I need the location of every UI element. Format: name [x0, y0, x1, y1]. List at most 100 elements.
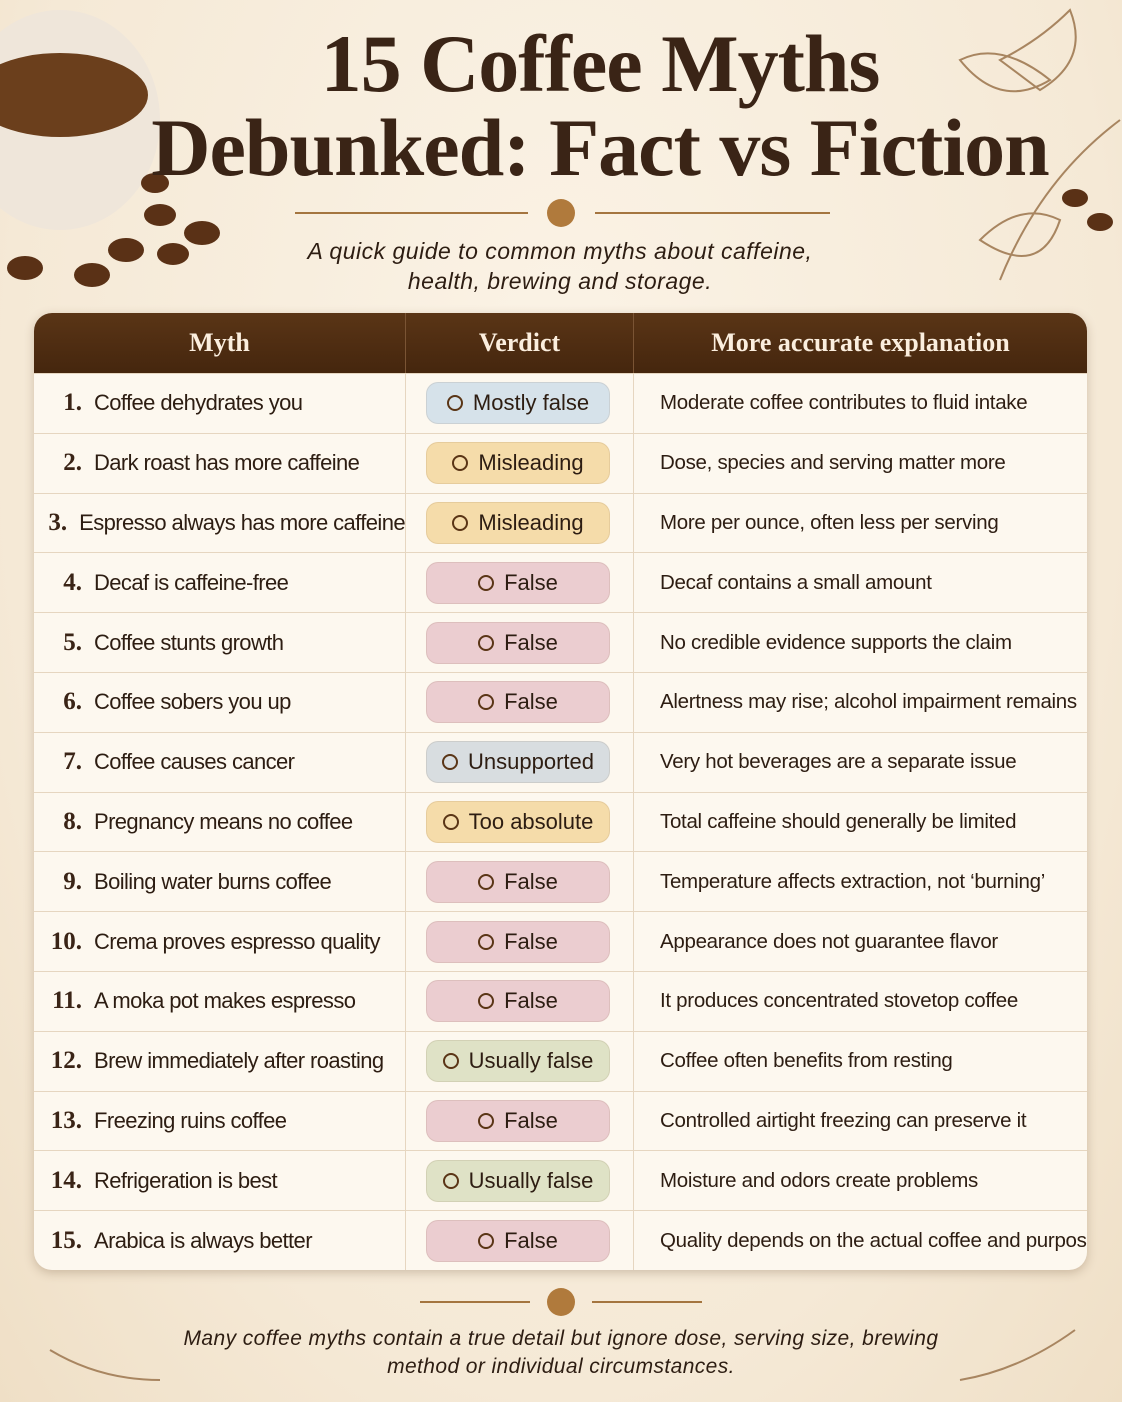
table-row: 7. Coffee causes cancer Unsupported Very ho… — [34, 731, 1087, 792]
verdict-cell: False — [406, 613, 634, 672]
verdict-text: Mostly false — [472, 390, 590, 416]
table-row: 12. Brew immediately after roasting Usuall… — [34, 1030, 1087, 1091]
myth-cell: 9. Boiling water burns coffee — [34, 852, 406, 912]
explanation-text: Temperature affects extraction, not ‘bur… — [660, 869, 1045, 893]
footer-note: Many coffee myths contain a true detail … — [183, 1327, 939, 1378]
myth-cell: 3. Espresso always has more caffeine — [34, 493, 406, 553]
table-row: 15. Arabica is always better False Quality … — [34, 1210, 1087, 1270]
myth-table: Myth Verdict More accurate explanation 1… — [34, 313, 1087, 1270]
explanation-text: Controlled airtight freezing can preserv… — [660, 1108, 1027, 1132]
table-row: 14. Refrigeration is best Usually false Moi… — [34, 1150, 1087, 1211]
myth-text: Espresso always has more caffeine — [79, 509, 405, 535]
explanation-cell: Alertness may rise; alcohol impairment r… — [634, 673, 1087, 732]
verdict-badge: False — [426, 1099, 610, 1142]
explanation-cell: Moderate coffee contributes to fluid int… — [634, 374, 1087, 433]
myth-cell: 5. Coffee stunts growth — [34, 613, 406, 672]
explanation-cell: Decaf contains a small amount — [634, 553, 1087, 612]
table-row: 10. Crema proves espresso quality False App… — [34, 911, 1087, 971]
myth-text: Coffee sobers you up — [94, 689, 291, 715]
table-row: 1. Coffee dehydrates you Mostly false Moder… — [34, 373, 1087, 433]
verdict-badge: Mostly false — [426, 382, 610, 425]
coffee-surface — [0, 53, 148, 137]
verdict-text: False — [504, 689, 558, 715]
verdict-text: Usually false — [468, 1167, 594, 1193]
explanation-text: Appearance does not guarantee flavor — [660, 929, 998, 953]
verdict-icon — [452, 455, 469, 472]
myth-cell: 14. Refrigeration is best — [34, 1151, 406, 1211]
myth-cell: 11. A moka pot makes espresso — [34, 971, 406, 1031]
header-row: Myth Verdict More accurate explanation — [34, 313, 1087, 373]
column-header: More accurate explanation — [711, 328, 1010, 357]
verdict-badge: False — [426, 681, 610, 724]
myth-cell: 15. Arabica is always better — [34, 1211, 406, 1270]
myth-text: Refrigeration is best — [94, 1167, 278, 1193]
table-row: 13. Freezing ruins coffee False Controlled … — [34, 1090, 1087, 1151]
myth-cell: 1. Coffee dehydrates you — [34, 374, 406, 433]
verdict-text: False — [504, 868, 558, 894]
explanation-cell: Controlled airtight freezing can preserv… — [634, 1092, 1087, 1151]
verdict-text: False — [504, 1107, 558, 1133]
verdict-icon — [452, 514, 469, 531]
row-number: 15. — [50, 1226, 82, 1254]
explanation-cell: Moisture and odors create problems — [634, 1151, 1087, 1210]
verdict-text: Misleading — [478, 450, 584, 476]
explanation-cell: Appearance does not guarantee flavor — [634, 912, 1087, 971]
explanation-text: Total caffeine should generally be limit… — [660, 809, 1017, 833]
verdict-text: Misleading — [478, 509, 584, 535]
verdict-cell: Unsupported — [406, 732, 634, 792]
column-header: Myth — [34, 313, 406, 373]
subtitle: A quick guide to common myths about caff… — [307, 238, 813, 294]
verdict-cell: Mostly false — [406, 374, 634, 433]
verdict-cell: False — [406, 672, 634, 732]
row-number: 13. — [50, 1106, 82, 1134]
verdict-icon — [478, 574, 495, 591]
verdict-text: Too absolute — [468, 808, 594, 834]
row-number: 10. — [50, 927, 82, 955]
table-row: 8. Pregnancy means no coffee Too absolute T… — [34, 791, 1087, 852]
verdict-text: False — [504, 629, 558, 655]
verdict-icon — [478, 694, 495, 711]
verdict-cell: False — [406, 1211, 634, 1270]
verdict-text: Unsupported — [468, 749, 594, 775]
verdict-icon — [442, 1053, 459, 1070]
verdict-icon — [442, 813, 459, 830]
row-number: 2. — [63, 449, 82, 477]
explanation-text: Moderate coffee contributes to fluid int… — [660, 391, 1028, 415]
row-number: 8. — [63, 807, 82, 835]
table-row: 2. Dark roast has more caffeine Misleading… — [34, 432, 1087, 493]
explanation-text: Quality depends on the actual coffee and… — [660, 1228, 1087, 1252]
verdict-cell: False — [406, 553, 634, 613]
verdict-cell: False — [406, 971, 634, 1031]
verdict-badge: False — [426, 561, 610, 604]
myth-text: Coffee stunts growth — [94, 629, 284, 655]
myth-cell: 13. Freezing ruins coffee — [34, 1091, 406, 1151]
beans — [7, 173, 1113, 287]
myth-text: Dark roast has more caffeine — [94, 450, 360, 476]
explanation-cell: Dose, species and serving matter more — [634, 434, 1087, 493]
verdict-badge: False — [426, 860, 610, 903]
myth-cell: 7. Coffee causes cancer — [34, 732, 406, 792]
explanation-cell: No credible evidence supports the claim — [634, 613, 1087, 672]
verdict-icon — [478, 993, 495, 1010]
verdict-badge: Unsupported — [426, 741, 610, 784]
verdict-icon — [478, 873, 495, 890]
verdict-cell: False — [406, 912, 634, 971]
verdict-badge: Usually false — [426, 1159, 610, 1202]
verdict-icon — [478, 1112, 495, 1129]
row-number: 4. — [63, 568, 82, 596]
verdict-cell: Usually false — [406, 1031, 634, 1091]
verdict-badge: False — [426, 1219, 610, 1262]
verdict-badge: False — [426, 621, 610, 664]
myth-text: Boiling water burns coffee — [94, 868, 332, 894]
explanation-cell: It produces concentrated stovetop coffee — [634, 972, 1087, 1031]
explanation-cell: Very hot beverages are a separate issue — [634, 733, 1087, 792]
verdict-badge: False — [426, 980, 610, 1023]
verdict-icon — [446, 395, 463, 412]
explanation-text: Coffee often benefits from resting — [660, 1049, 953, 1073]
table-row: 5. Coffee stunts growth False No credible e… — [34, 612, 1087, 672]
verdict-text: False — [504, 928, 558, 954]
explanation-cell: Coffee often benefits from resting — [634, 1032, 1087, 1091]
verdict-cell: Usually false — [406, 1151, 634, 1211]
